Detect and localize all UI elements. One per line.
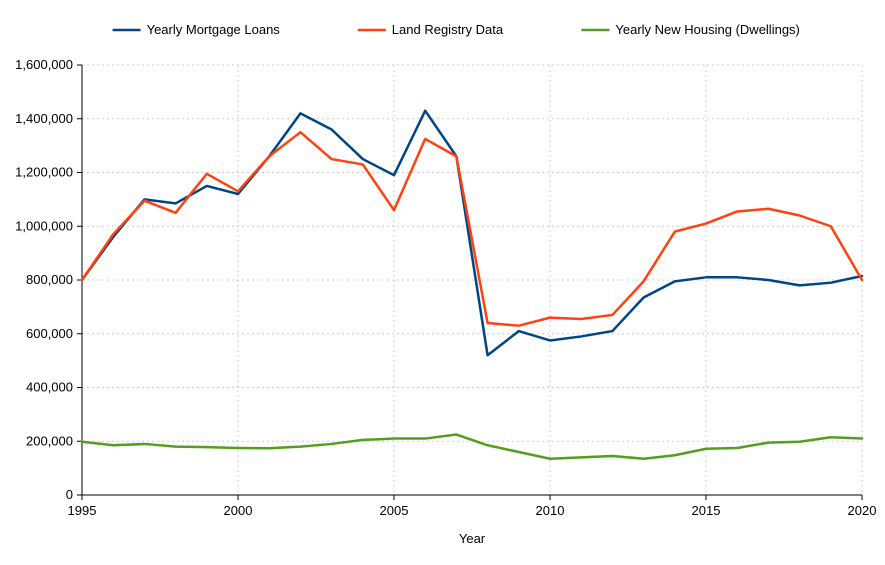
y-tick-label: 400,000: [26, 380, 73, 395]
y-tick-label: 1,600,000: [15, 57, 73, 72]
x-tick-label: 2005: [380, 503, 409, 518]
y-tick-label: 0: [66, 487, 73, 502]
x-tick-label: 1995: [68, 503, 97, 518]
legend-label-2: Yearly New Housing (Dwellings): [615, 22, 799, 37]
y-tick-label: 200,000: [26, 433, 73, 448]
y-tick-label: 1,200,000: [15, 165, 73, 180]
y-tick-label: 1,000,000: [15, 218, 73, 233]
x-tick-label: 2010: [536, 503, 565, 518]
y-tick-label: 1,400,000: [15, 111, 73, 126]
x-tick-label: 2000: [224, 503, 253, 518]
x-tick-label: 2020: [848, 503, 877, 518]
y-tick-label: 800,000: [26, 272, 73, 287]
y-tick-label: 600,000: [26, 326, 73, 341]
x-axis-label: Year: [459, 531, 486, 546]
line-chart: 0 200,000 400,000 600,000 800,000 1,000,000 1,…: [0, 0, 885, 565]
chart-background: [0, 0, 885, 565]
legend-label-0: Yearly Mortgage Loans: [147, 22, 281, 37]
chart-svg: 0 200,000 400,000 600,000 800,000 1,000,000 1,…: [0, 0, 885, 565]
x-tick-label: 2015: [692, 503, 721, 518]
legend-label-1: Land Registry Data: [392, 22, 504, 37]
